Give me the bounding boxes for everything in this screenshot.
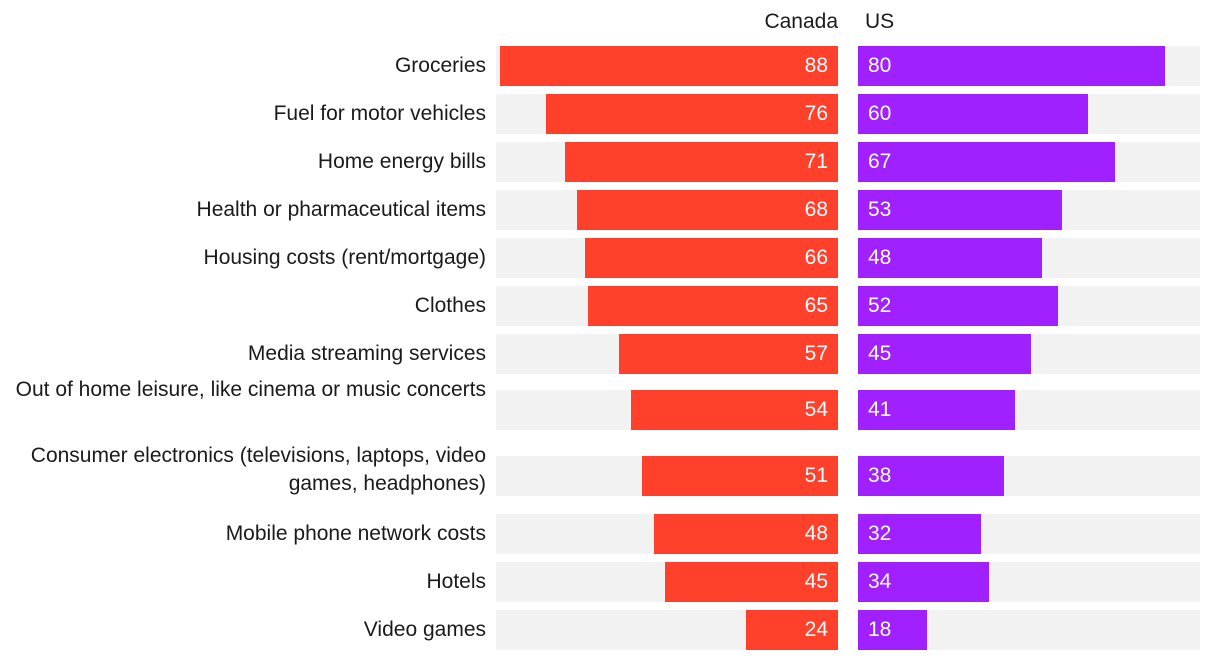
- canada-bar: [546, 94, 838, 134]
- canada-bar: [565, 142, 838, 182]
- category-label: Out of home leisure, like cinema or musi…: [15, 378, 486, 401]
- us-bar: [858, 562, 989, 602]
- us-bar: [858, 238, 1042, 278]
- us-value-label: 34: [868, 570, 892, 593]
- canada-bar: [577, 190, 838, 230]
- canada-value-label: 57: [804, 342, 828, 365]
- us-value-label: 80: [868, 54, 892, 77]
- us-value-label: 41: [868, 398, 892, 421]
- us-value-label: 45: [868, 342, 892, 365]
- category-label: Health or pharmaceutical items: [196, 198, 486, 221]
- category-label: Media streaming services: [247, 342, 486, 365]
- us-value-label: 38: [868, 464, 892, 487]
- us-value-label: 60: [868, 102, 892, 125]
- canada-bar: [665, 562, 838, 602]
- category-label: Video games: [363, 618, 486, 641]
- category-label: Consumer electronics (televisions, lapto…: [30, 444, 486, 495]
- canada-bar: [654, 514, 838, 554]
- canada-bar: [619, 334, 838, 374]
- legend-us: US: [865, 10, 895, 33]
- canada-value-label: 45: [804, 570, 828, 593]
- canada-bar: [588, 286, 838, 326]
- us-value-label: 18: [868, 618, 892, 641]
- canada-value-label: 71: [804, 150, 828, 173]
- canada-bar: [500, 46, 838, 86]
- category-label: Housing costs (rent/mortgage): [203, 246, 486, 269]
- us-bar: [858, 334, 1031, 374]
- us-bar: [858, 46, 1165, 86]
- us-bar: [858, 286, 1058, 326]
- canada-bar: [631, 390, 838, 430]
- canada-value-label: 65: [804, 294, 828, 317]
- us-bar: [858, 514, 981, 554]
- us-value-label: 53: [868, 198, 892, 221]
- us-bar: [858, 456, 1004, 496]
- category-label: Mobile phone network costs: [225, 522, 486, 545]
- category-label: Home energy bills: [317, 150, 486, 173]
- canada-value-label: 68: [804, 198, 828, 221]
- category-label: Hotels: [426, 570, 486, 593]
- canada-value-label: 88: [804, 54, 828, 77]
- category-label: Clothes: [414, 294, 486, 317]
- canada-value-label: 66: [804, 246, 828, 269]
- us-value-label: 32: [868, 522, 892, 545]
- us-value-label: 52: [868, 294, 892, 317]
- canada-bar: [642, 456, 838, 496]
- us-bar: [858, 390, 1015, 430]
- us-bar: [858, 94, 1088, 134]
- canada-bar: [746, 610, 838, 650]
- us-value-label: 48: [868, 246, 892, 269]
- legend-canada: Canada: [764, 10, 838, 33]
- us-bar: [858, 610, 927, 650]
- canada-bar: [585, 238, 838, 278]
- canada-value-label: 76: [804, 102, 828, 125]
- canada-value-label: 24: [804, 618, 828, 641]
- us-bar: [858, 142, 1115, 182]
- canada-value-label: 51: [804, 464, 828, 487]
- category-label: Fuel for motor vehicles: [273, 102, 486, 125]
- us-value-label: 67: [868, 150, 892, 173]
- canada-value-label: 48: [804, 522, 828, 545]
- category-label: Groceries: [394, 54, 486, 77]
- us-bar: [858, 190, 1062, 230]
- canada-value-label: 54: [804, 398, 828, 421]
